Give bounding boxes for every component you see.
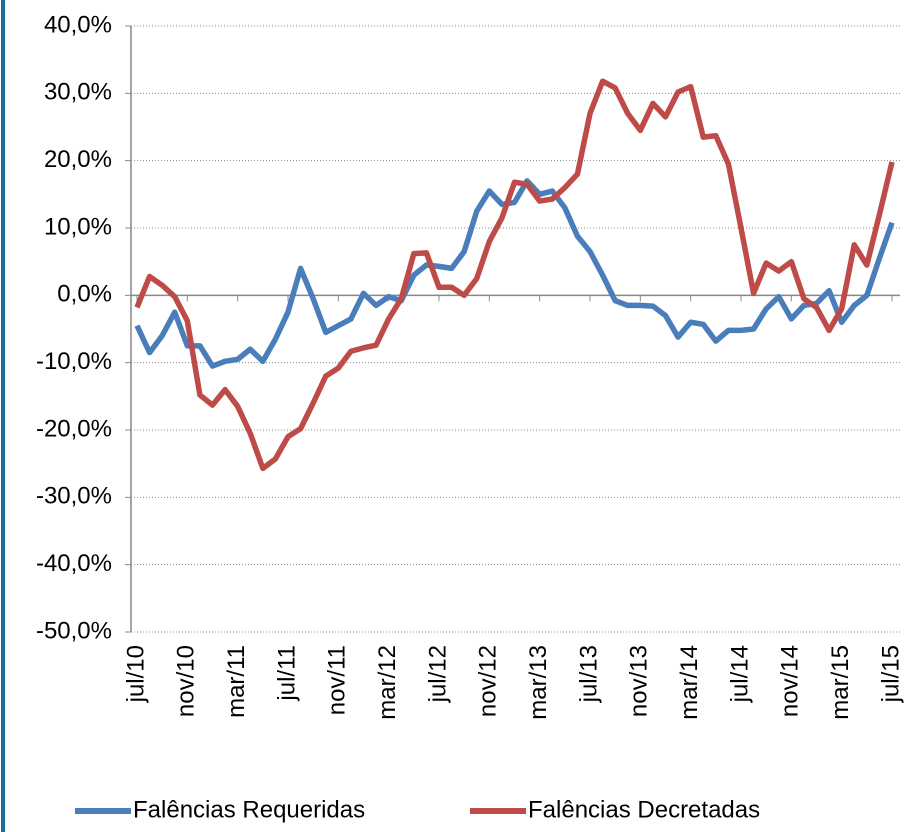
series-line: [134, 178, 895, 369]
x-tick-label: jul/14: [726, 645, 753, 703]
x-tick-label: jul/10: [122, 645, 149, 703]
x-tick-label: mar/14: [676, 645, 703, 720]
y-tick-label: -50,0%: [36, 617, 112, 644]
y-tick-label: 40,0%: [44, 11, 112, 38]
y-tick-label: 10,0%: [44, 213, 112, 240]
y-tick-label: -30,0%: [36, 483, 112, 510]
y-tick-label: -10,0%: [36, 348, 112, 375]
series-line: [134, 78, 895, 472]
y-tick-label: 0,0%: [57, 281, 112, 308]
x-tick-label: nov/12: [475, 645, 502, 717]
x-tick-label: jul/15: [877, 645, 904, 703]
y-tick-label: 20,0%: [44, 146, 112, 173]
x-tick-label: mar/13: [525, 645, 552, 720]
x-tick-label: jul/12: [424, 645, 451, 703]
x-tick-label: nov/11: [324, 645, 351, 715]
x-tick-label: nov/13: [626, 645, 653, 717]
y-tick-label: -40,0%: [36, 550, 112, 577]
x-tick-label: nov/10: [173, 645, 200, 717]
x-tick-label: jul/11: [273, 645, 300, 702]
x-tick-label: jul/13: [575, 645, 602, 703]
x-tick-label: mar/12: [374, 645, 401, 720]
x-tick-label: mar/15: [827, 645, 854, 720]
legend-label: Falências Decretadas: [528, 796, 760, 823]
x-tick-label: nov/14: [777, 645, 804, 717]
y-tick-label: -20,0%: [36, 415, 112, 442]
legend-label: Falências Requeridas: [133, 796, 365, 823]
y-tick-label: 30,0%: [44, 79, 112, 106]
x-tick-label: mar/11: [223, 645, 250, 718]
